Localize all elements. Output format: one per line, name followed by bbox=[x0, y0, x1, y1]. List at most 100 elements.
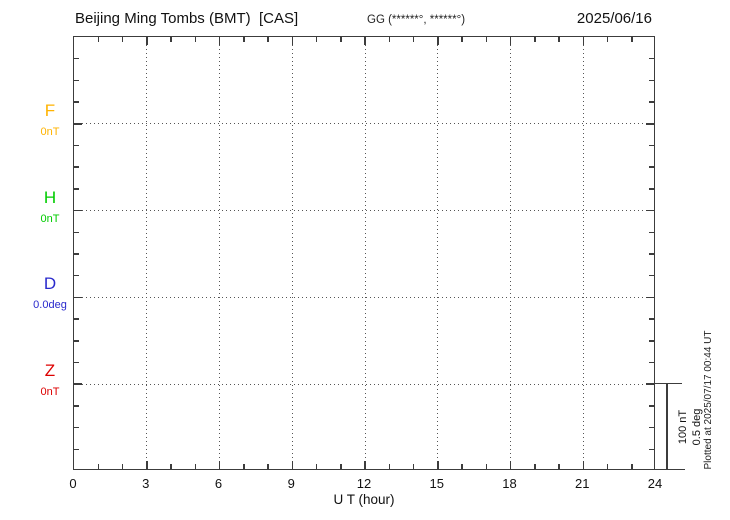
y-axis-tick bbox=[649, 188, 654, 190]
y-axis-tick bbox=[74, 188, 79, 190]
channel-label-D: D bbox=[43, 274, 57, 294]
y-axis-tick bbox=[649, 405, 654, 407]
x-axis-tick bbox=[606, 37, 609, 42]
x-axis-tick bbox=[388, 464, 390, 469]
x-axis-tick bbox=[315, 464, 318, 469]
channel-unit-Z: 0nT bbox=[40, 386, 60, 399]
x-tick-label-3: 3 bbox=[142, 476, 150, 491]
x-axis-tick bbox=[291, 37, 293, 45]
y-axis-tick bbox=[74, 101, 79, 103]
plot-area bbox=[73, 36, 655, 470]
x-tick-label-18: 18 bbox=[502, 476, 517, 491]
y-axis-tick bbox=[649, 448, 654, 451]
x-axis-tick bbox=[121, 464, 124, 469]
y-axis-tick bbox=[74, 318, 79, 320]
channel-label-F: F bbox=[44, 100, 56, 120]
y-axis-tick bbox=[649, 166, 654, 168]
y-axis-tick bbox=[649, 318, 654, 320]
y-axis-tick bbox=[74, 448, 79, 451]
x-axis-tick bbox=[243, 464, 245, 469]
x-axis-tick bbox=[509, 461, 512, 469]
channel-unit-H: 0nT bbox=[40, 212, 60, 225]
x-axis-tick bbox=[146, 461, 148, 469]
y-axis-tick bbox=[74, 426, 79, 429]
grid-line-vertical bbox=[219, 37, 220, 469]
y-axis-tick bbox=[74, 166, 79, 168]
x-axis-tick bbox=[437, 461, 439, 469]
x-axis-tick bbox=[194, 464, 196, 469]
grid-line-vertical bbox=[291, 37, 293, 469]
y-axis-tick bbox=[74, 144, 79, 147]
y-axis-tick bbox=[649, 231, 654, 234]
x-axis-tick bbox=[194, 37, 196, 42]
x-axis-tick bbox=[534, 37, 536, 42]
x-axis-tick bbox=[412, 37, 415, 42]
y-axis-tick bbox=[646, 209, 654, 212]
x-tick-label-15: 15 bbox=[429, 476, 444, 491]
x-axis-tick bbox=[631, 37, 633, 42]
x-axis-tick bbox=[121, 37, 124, 42]
channel-label-H: H bbox=[43, 187, 57, 207]
x-axis-tick bbox=[606, 464, 609, 469]
x-axis-tick bbox=[509, 37, 512, 45]
page-title: Beijing Ming Tombs (BMT) [CAS] bbox=[75, 10, 299, 27]
plotted-at-timestamp: Plotted at 2025/07/17 00:44 UT bbox=[703, 330, 714, 470]
grid-line-vertical bbox=[364, 37, 366, 469]
scale-bar-line bbox=[666, 383, 668, 470]
grid-line-vertical bbox=[146, 37, 148, 469]
x-axis-tick bbox=[315, 37, 318, 42]
channel-unit-D: 0.0deg bbox=[33, 299, 67, 312]
y-axis-tick bbox=[649, 340, 654, 342]
x-axis-tick bbox=[534, 464, 536, 469]
x-axis-tick bbox=[631, 464, 633, 469]
x-axis-tick bbox=[485, 464, 487, 469]
scale-bar-label-nt: 100 nT bbox=[677, 409, 689, 445]
x-axis-tick bbox=[461, 464, 463, 469]
y-axis-tick bbox=[649, 79, 654, 82]
channel-unit-F: 0nT bbox=[40, 125, 60, 138]
x-axis-tick bbox=[412, 464, 415, 469]
x-axis-tick bbox=[218, 461, 221, 469]
grid-line-vertical bbox=[582, 37, 584, 469]
x-tick-label-0: 0 bbox=[69, 476, 77, 491]
x-axis-tick bbox=[437, 37, 439, 45]
x-axis-tick bbox=[267, 37, 269, 42]
x-axis-tick bbox=[582, 37, 584, 45]
x-tick-label-12: 12 bbox=[356, 476, 372, 491]
x-axis-tick bbox=[364, 461, 366, 469]
y-axis-tick bbox=[74, 296, 82, 299]
plot-date: 2025/06/16 bbox=[576, 10, 652, 27]
x-axis-tick bbox=[340, 464, 342, 469]
x-tick-label-6: 6 bbox=[214, 476, 223, 491]
y-axis-tick bbox=[74, 57, 79, 60]
y-axis-tick bbox=[649, 57, 654, 60]
x-tick-label-21: 21 bbox=[575, 476, 590, 491]
grid-line-vertical bbox=[437, 37, 439, 469]
y-axis-tick bbox=[646, 296, 654, 299]
baseline-F bbox=[74, 123, 654, 125]
x-axis-tick bbox=[582, 461, 584, 469]
channel-label-Z: Z bbox=[44, 361, 56, 381]
x-axis-title: U T (hour) bbox=[333, 492, 395, 507]
x-tick-label-9: 9 bbox=[287, 476, 295, 491]
x-axis-tick bbox=[170, 37, 172, 42]
x-axis-tick bbox=[388, 37, 390, 42]
y-axis-tick bbox=[74, 209, 82, 212]
y-axis-tick bbox=[74, 123, 82, 125]
y-axis-tick bbox=[74, 405, 79, 407]
scale-bar-top-cap bbox=[653, 382, 682, 384]
y-axis-tick bbox=[649, 101, 654, 103]
y-axis-tick bbox=[646, 123, 654, 125]
y-axis-tick bbox=[649, 426, 654, 429]
x-axis-tick bbox=[340, 37, 342, 42]
y-axis-tick bbox=[74, 231, 79, 234]
x-axis-tick bbox=[364, 37, 366, 45]
x-axis-tick bbox=[485, 37, 487, 42]
y-axis-tick bbox=[74, 253, 79, 255]
scale-bar-bottom-cap bbox=[653, 468, 685, 470]
x-axis-tick bbox=[291, 461, 293, 469]
x-axis-tick bbox=[97, 464, 99, 469]
y-axis-tick bbox=[649, 253, 654, 255]
x-axis-tick bbox=[558, 464, 560, 469]
